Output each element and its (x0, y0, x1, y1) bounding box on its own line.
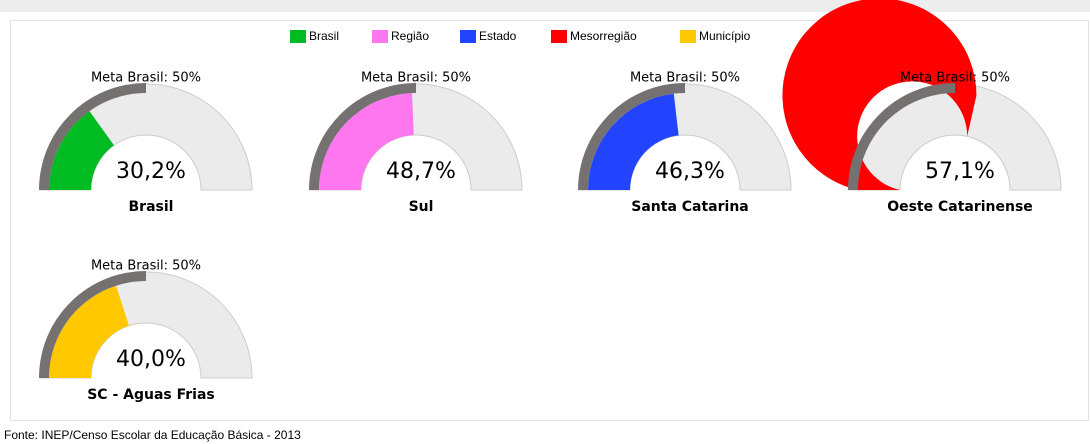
legend-label: Brasil (309, 29, 339, 43)
value-label: 46,3% (655, 159, 725, 184)
value-label: 57,1% (925, 159, 995, 184)
gauge-value (782, 0, 977, 190)
target-label: Meta Brasil: 50% (91, 259, 201, 274)
panel (10, 20, 1089, 421)
gauge-value (49, 285, 130, 378)
legend-label: Região (391, 29, 429, 43)
gauge-name: Brasil (129, 199, 174, 215)
legend-swatch (680, 30, 696, 43)
gauge-value (49, 111, 114, 190)
target-label: Meta Brasil: 50% (91, 71, 201, 86)
target-arc (39, 271, 146, 378)
value-label: 40,0% (116, 347, 186, 372)
target-label: Meta Brasil: 50% (900, 71, 1010, 86)
legend-label: Município (699, 29, 751, 43)
legend-swatch (372, 30, 388, 43)
target-arc (578, 83, 685, 190)
target-label: Meta Brasil: 50% (361, 71, 471, 86)
target-label: Meta Brasil: 50% (630, 71, 740, 86)
gauge-value (588, 93, 679, 190)
legend-label: Estado (479, 29, 517, 43)
legend-label: Mesorregião (570, 29, 637, 43)
source: Fonte: INEP/Censo Escolar da Educação Bá… (4, 428, 301, 442)
value-label: 30,2% (116, 159, 186, 184)
top-bar (0, 0, 1090, 12)
legend-swatch (460, 30, 476, 43)
gauge-name: SC - Aguas Frias (87, 387, 215, 403)
target-arc (39, 83, 146, 190)
legend-swatch (290, 30, 306, 43)
legend-swatch (551, 30, 567, 43)
gauge-value (319, 93, 414, 190)
value-label: 48,7% (386, 159, 456, 184)
gauge-name: Oeste Catarinense (887, 199, 1033, 215)
gauge-name: Sul (409, 199, 434, 215)
target-arc (309, 83, 416, 190)
target-arc (848, 83, 955, 190)
gauge-name: Santa Catarina (631, 199, 749, 215)
